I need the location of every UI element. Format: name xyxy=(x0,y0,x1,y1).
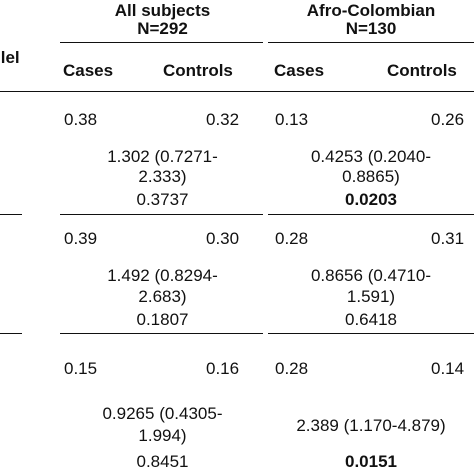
row1-afro-rule xyxy=(268,214,474,216)
row2-afro-controls: 0.31 xyxy=(431,229,465,248)
all-subjects-title: All subjects xyxy=(114,1,211,20)
row2-all-p: 0.1807 xyxy=(136,310,189,329)
row3-afro-cases: 0.28 xyxy=(275,359,309,378)
row2-afro-or-line1: 0.8656 (0.4710- xyxy=(310,266,432,285)
afro-controls-header: Controls xyxy=(387,61,457,80)
row1-all-or-line2: 2.333) xyxy=(138,167,187,186)
left-column-label: llel xyxy=(0,48,20,67)
row3-afro-controls: 0.14 xyxy=(431,359,465,378)
row2-all-or-line1: 1.492 (0.8294- xyxy=(107,266,218,285)
row3-afro-or: 2.389 (1.170-4.879) xyxy=(296,416,446,435)
row2-afro-p: 0.6418 xyxy=(345,310,397,329)
row3-all-controls: 0.16 xyxy=(206,359,240,378)
row3-all-p: 0.8451 xyxy=(136,452,189,471)
row2-afro-or-line2: 1.591) xyxy=(346,287,396,306)
row1-afro-p: 0.0203 xyxy=(345,190,397,209)
row1-afro-or-line1: 0.4253 (0.2040- xyxy=(310,147,432,166)
all-subjects-n: N=292 xyxy=(137,19,188,38)
row3-afro-p: 0.0151 xyxy=(345,452,397,471)
row2-left-rule xyxy=(0,333,22,335)
column-header-rule xyxy=(0,91,474,93)
row2-afro-cases: 0.28 xyxy=(275,229,309,248)
row1-left-rule xyxy=(0,214,22,216)
all-controls-header: Controls xyxy=(163,61,233,80)
row3-all-or-line1: 0.9265 (0.4305- xyxy=(102,404,223,423)
row2-all-or-line2: 2.683) xyxy=(138,287,187,306)
row3-all-cases: 0.15 xyxy=(64,359,98,378)
row1-all-cases: 0.38 xyxy=(64,110,98,129)
all-subjects-header-rule xyxy=(60,42,263,44)
afro-cases-header: Cases xyxy=(274,61,325,80)
row2-all-rule xyxy=(60,333,263,335)
afro-colombian-title: Afro-Colombian xyxy=(306,1,436,20)
row2-afro-rule xyxy=(268,333,474,335)
row1-afro-or-line2: 0.8865) xyxy=(342,167,400,186)
row1-all-rule xyxy=(60,214,263,216)
row1-all-p: 0.3737 xyxy=(136,190,189,209)
afro-colombian-header-rule xyxy=(268,42,474,44)
row1-afro-controls: 0.26 xyxy=(431,110,465,129)
all-cases-header: Cases xyxy=(63,61,114,80)
row1-all-or-line1: 1.302 (0.7271- xyxy=(107,147,218,166)
row2-all-cases: 0.39 xyxy=(64,229,98,248)
row1-afro-cases: 0.13 xyxy=(275,110,309,129)
row2-all-controls: 0.30 xyxy=(206,229,240,248)
afro-colombian-n: N=130 xyxy=(345,19,397,38)
row3-all-or-line2: 1.994) xyxy=(138,426,187,445)
row1-all-controls: 0.32 xyxy=(206,110,240,129)
